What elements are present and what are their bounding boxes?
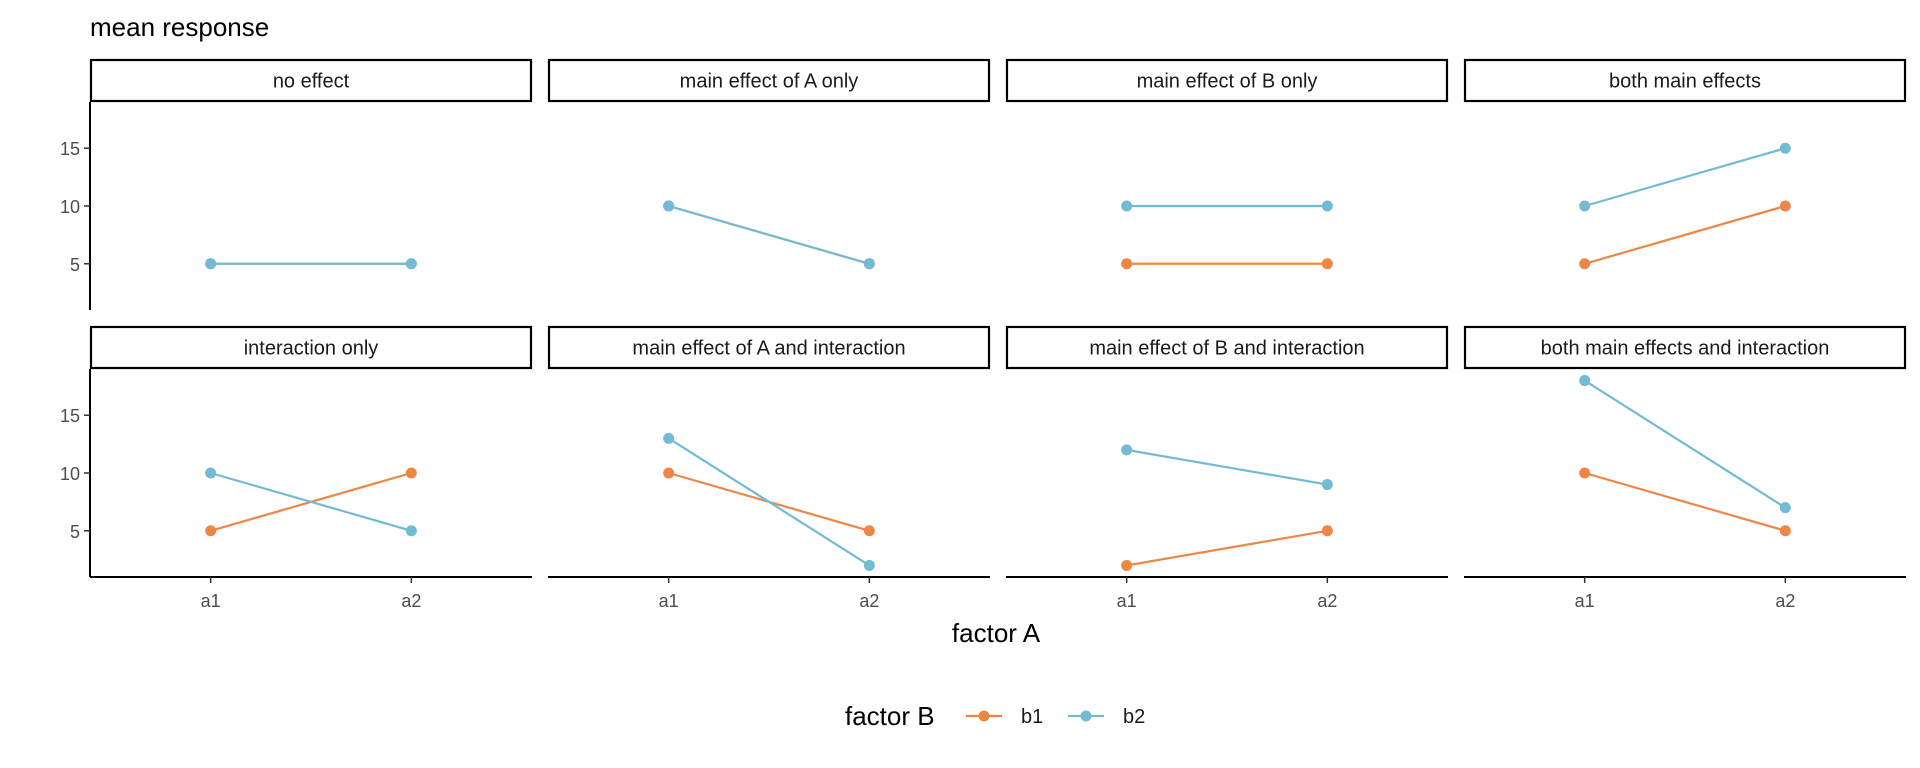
facet-strip <box>89 325 533 370</box>
data-point-b2 <box>1779 502 1791 514</box>
y-tick-label: 15 <box>60 139 80 159</box>
y-tick-label: 15 <box>60 406 80 426</box>
data-point-b2 <box>205 258 217 270</box>
y-tick-label: 10 <box>60 197 80 217</box>
data-point-b1 <box>1779 200 1791 212</box>
facet-title: main effect of A and interaction <box>632 338 905 360</box>
data-point-b1 <box>1321 258 1333 270</box>
x-tick-label: a2 <box>859 591 879 611</box>
series-line-b2 <box>1584 147 1786 208</box>
facet-title: both main effects and interaction <box>1541 338 1830 360</box>
facet-title: main effect of A only <box>680 71 859 93</box>
facet-title: no effect <box>273 71 350 93</box>
x-tick-label: a1 <box>1575 591 1595 611</box>
facet-panel: both main effects and interaction a1 a2 <box>1463 325 1907 611</box>
data-point-b1 <box>1579 467 1591 479</box>
y-tick-label: 10 <box>60 464 80 484</box>
facet-panel: no effect 5 10 15 <box>60 58 533 310</box>
data-point-b2 <box>1579 200 1591 212</box>
facet-strip <box>89 58 533 103</box>
series-line-b1 <box>1126 529 1328 567</box>
facet-strip <box>1463 58 1907 103</box>
legend-title: factor B <box>845 701 935 731</box>
series-line-b2 <box>668 437 870 567</box>
data-point-b1 <box>205 525 217 537</box>
x-tick-label: a2 <box>1775 591 1795 611</box>
x-tick-label: a1 <box>659 591 679 611</box>
data-point-b2 <box>405 258 417 270</box>
x-tick-label: a2 <box>401 591 421 611</box>
facet-panel: main effect of B only <box>1005 58 1449 270</box>
facet-title: main effect of B and interaction <box>1089 338 1364 360</box>
facet-strip <box>1005 325 1449 370</box>
facet-title: both main effects <box>1609 71 1761 93</box>
x-axis-title: factor A <box>952 618 1041 648</box>
x-tick-label: a2 <box>1317 591 1337 611</box>
data-point-b2 <box>1779 142 1791 154</box>
legend: factor B b1 b2 <box>845 701 1145 731</box>
facet-panels: no effect 5 10 15 main effect of A only main … <box>60 58 1907 611</box>
data-point-b1 <box>1121 258 1133 270</box>
data-point-b2 <box>1321 200 1333 212</box>
series-line-b2 <box>1126 448 1328 486</box>
data-point-b2 <box>663 200 675 212</box>
data-point-b1 <box>1121 559 1133 571</box>
series-line-b1 <box>1584 471 1786 532</box>
legend-key-point-b2 <box>1080 710 1092 722</box>
legend-key-point-b1 <box>978 710 990 722</box>
facet-strip <box>1005 58 1449 103</box>
data-point-b2 <box>1579 375 1591 387</box>
data-point-b2 <box>863 559 875 571</box>
legend-label-b1: b1 <box>1021 706 1043 728</box>
y-tick-label: 5 <box>70 255 80 275</box>
data-point-b2 <box>405 525 417 537</box>
facet-title: interaction only <box>244 338 379 360</box>
x-tick-label: a1 <box>1117 591 1137 611</box>
data-point-b2 <box>1121 200 1133 212</box>
series-line-b2 <box>668 204 870 265</box>
series-line-b2 <box>210 471 412 532</box>
legend-label-b2: b2 <box>1123 706 1145 728</box>
data-point-b1 <box>405 467 417 479</box>
data-point-b2 <box>1321 479 1333 491</box>
facet-panel: main effect of A and interaction a1 a2 <box>547 325 991 611</box>
series-line-b2 <box>1584 379 1786 509</box>
facet-panel: both main effects <box>1463 58 1907 270</box>
data-point-b2 <box>205 467 217 479</box>
series-line-b1 <box>1584 204 1786 265</box>
data-point-b2 <box>663 432 675 444</box>
facet-panel: main effect of B and interaction a1 a2 <box>1005 325 1449 611</box>
facet-strip <box>547 58 991 103</box>
x-tick-label: a1 <box>201 591 221 611</box>
facet-panel: main effect of A only <box>547 58 991 270</box>
y-tick-label: 5 <box>70 522 80 542</box>
data-point-b1 <box>663 467 675 479</box>
y-axis-title: mean response <box>90 12 269 42</box>
facet-strip <box>547 325 991 370</box>
facet-panel: interaction only 5 10 15 a1 a2 <box>60 325 533 611</box>
data-point-b2 <box>1121 444 1133 456</box>
data-point-b1 <box>863 525 875 537</box>
data-point-b1 <box>1321 525 1333 537</box>
data-point-b1 <box>1579 258 1591 270</box>
data-point-b2 <box>863 258 875 270</box>
facet-title: main effect of B only <box>1137 71 1318 93</box>
facet-strip <box>1463 325 1907 370</box>
data-point-b1 <box>1779 525 1791 537</box>
